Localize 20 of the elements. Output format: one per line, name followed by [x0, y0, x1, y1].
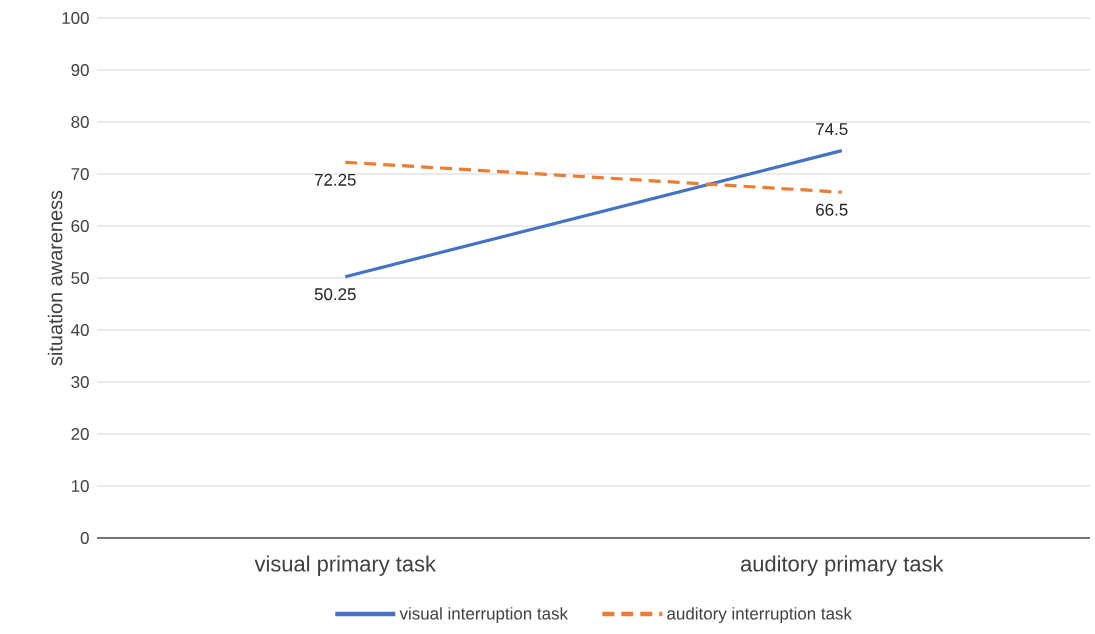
legend-label: auditory interruption task: [667, 607, 852, 623]
y-tick-label: 100: [62, 11, 89, 24]
y-tick-label: 70: [71, 167, 89, 180]
y-tick-label: 90: [71, 63, 89, 76]
y-tick-label: 0: [80, 531, 89, 544]
data-label: 72.25: [314, 173, 356, 186]
data-label: 50.25: [314, 288, 356, 301]
y-tick-label: 60: [71, 219, 89, 232]
legend-label: visual interruption task: [399, 607, 569, 623]
data-label: 74.5: [816, 123, 848, 136]
x-tick-label: visual primary task: [254, 555, 436, 576]
y-tick-label: 30: [71, 375, 89, 388]
y-axis-title: situation awareness: [47, 190, 63, 366]
data-label: 66.5: [816, 203, 848, 216]
y-tick-label: 50: [71, 271, 89, 284]
y-tick-label: 40: [71, 323, 89, 336]
x-tick-label: auditory primary task: [740, 555, 944, 576]
y-tick-label: 80: [71, 115, 89, 128]
y-tick-label: 10: [71, 479, 89, 492]
y-tick-label: 20: [71, 427, 89, 440]
